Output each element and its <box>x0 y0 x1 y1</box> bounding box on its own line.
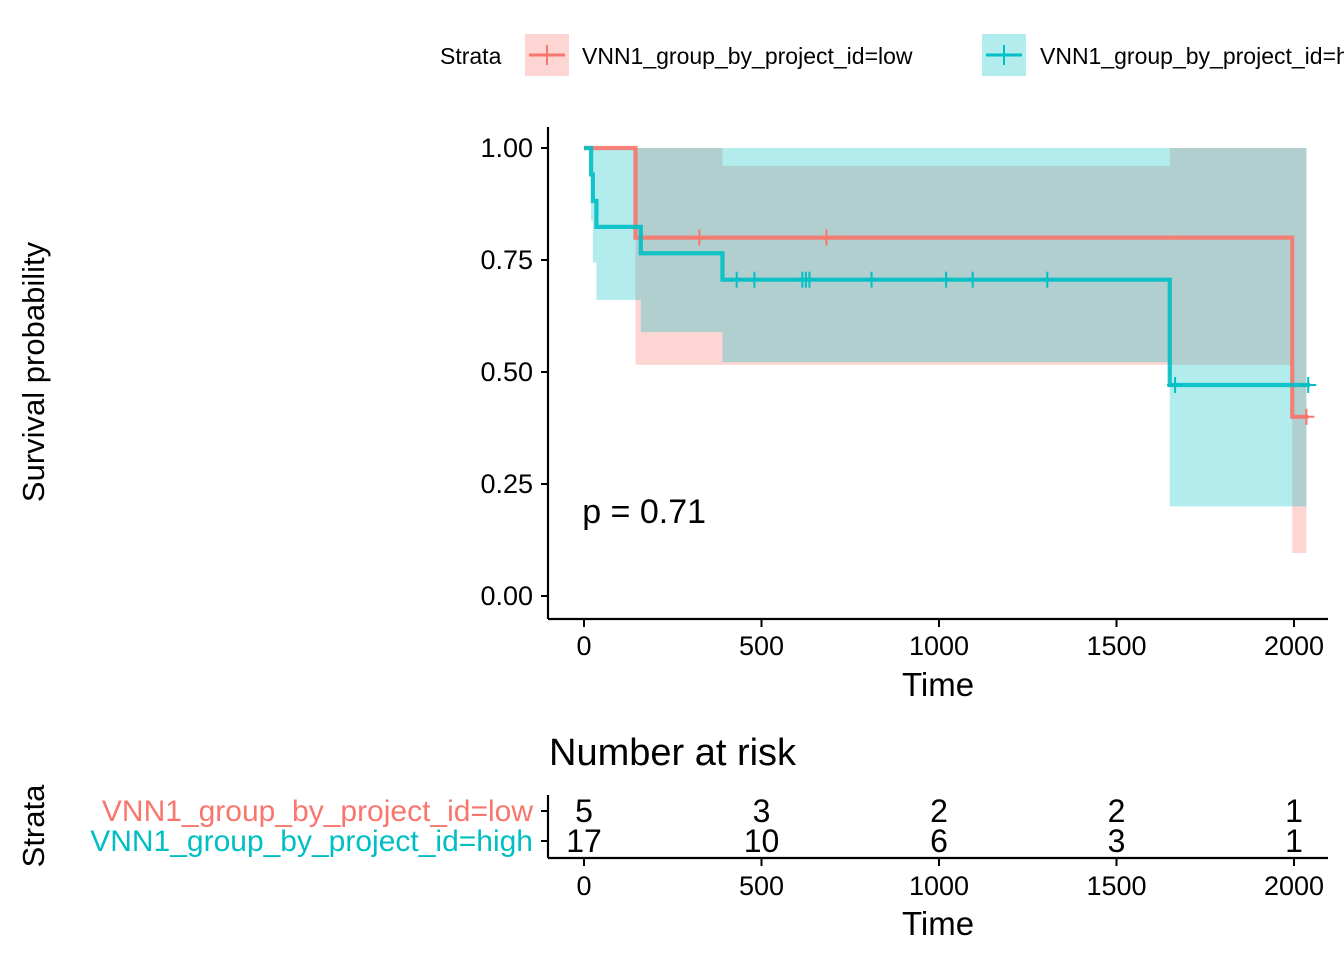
km-y-ticks: 0.00 0.25 0.50 0.75 1.00 <box>480 133 548 611</box>
censor-mark-high <box>1167 376 1184 393</box>
ci-band-low <box>1169 148 1293 365</box>
ci-band-high <box>1169 148 1307 507</box>
survival-curve-low <box>584 145 1309 419</box>
km-y-tick-label: 0.50 <box>480 357 533 387</box>
censor-mark-high <box>801 271 818 288</box>
risk-table: Number at risk Strata VNN1_group_by_proj… <box>16 732 1328 942</box>
km-x-tick-label: 1000 <box>909 631 969 661</box>
risk-x-tick-label: 1000 <box>909 871 969 901</box>
ci-band-low <box>635 148 723 365</box>
ci-band-low <box>722 165 1170 365</box>
risk-cell: 2 <box>930 793 948 829</box>
km-y-tick-label: 0.75 <box>480 245 533 275</box>
risk-table-ylabel: Strata <box>16 784 51 867</box>
legend-label-low: VNN1_group_by_project_id=low <box>582 43 913 69</box>
risk-table-title: Number at risk <box>549 732 797 774</box>
risk-xlabel: Time <box>902 905 974 942</box>
censor-mark-high <box>938 271 955 288</box>
km-y-tick-label: 0.00 <box>480 581 533 611</box>
km-y-tick-label: 1.00 <box>480 133 533 163</box>
legend-label-high: VNN1_group_by_project_id=high <box>1040 43 1344 69</box>
km-x-tick-label: 2000 <box>1264 631 1324 661</box>
risk-table-rows: VNN1_group_by_project_id=low 5 3 2 2 1VNN1_gr… <box>90 793 1303 859</box>
km-x-tick-label: 0 <box>576 631 591 661</box>
survival-curve-high <box>584 145 1310 388</box>
risk-row-label-low: VNN1_group_by_project_id=low <box>102 795 533 828</box>
censor-mark-high <box>1039 271 1056 288</box>
km-plot: Survival probability 0.00 0.25 0.50 0.75 1.0… <box>16 127 1328 703</box>
legend-item-high: VNN1_group_by_project_id=high <box>982 34 1344 76</box>
risk-cell: 1 <box>1285 793 1303 829</box>
km-ylabel: Survival probability <box>16 241 51 502</box>
ci-band-low <box>1292 148 1307 553</box>
km-x-tick-label: 500 <box>739 631 784 661</box>
censor-marks <box>691 229 1317 425</box>
km-x-ticks: 0 500 1000 1500 2000 <box>576 619 1324 661</box>
risk-cell: 5 <box>575 793 593 829</box>
risk-row-label-high: VNN1_group_by_project_id=high <box>90 825 533 858</box>
km-xlabel: Time <box>902 666 974 703</box>
censor-mark-low <box>1298 408 1315 425</box>
risk-x-ticks: 0 500 1000 1500 2000 <box>576 858 1324 901</box>
km-y-tick-label: 0.25 <box>480 469 533 499</box>
censor-mark-high <box>964 271 981 288</box>
risk-cell: 1 <box>1285 823 1303 859</box>
risk-cell: 2 <box>1108 793 1126 829</box>
risk-x-tick-label: 2000 <box>1264 871 1324 901</box>
ci-band-high <box>640 148 723 333</box>
risk-x-tick-label: 500 <box>739 871 784 901</box>
risk-cell: 3 <box>753 793 771 829</box>
ci-band-high <box>722 148 1170 363</box>
risk-cell: 3 <box>1108 823 1126 859</box>
censor-mark-high <box>728 271 745 288</box>
risk-x-tick-label: 0 <box>576 871 591 901</box>
censor-mark-low <box>691 229 708 246</box>
legend-item-low: VNN1_group_by_project_id=low <box>525 34 913 76</box>
risk-x-tick-label: 1500 <box>1086 871 1146 901</box>
legend-title: Strata <box>440 43 502 69</box>
censor-mark-low <box>818 229 835 246</box>
risk-cell: 6 <box>930 823 948 859</box>
censor-mark-high <box>746 271 763 288</box>
censor-mark-high <box>863 271 880 288</box>
censor-mark-high <box>1300 376 1317 393</box>
p-value-annotation: p = 0.71 <box>582 493 706 531</box>
ci-bands <box>591 148 1307 553</box>
risk-cell: 17 <box>566 823 602 859</box>
risk-cell: 10 <box>744 823 780 859</box>
legend: Strata VNN1_group_by_project_id=low VNN1… <box>440 34 1344 76</box>
survival-curves <box>584 145 1310 419</box>
km-x-tick-label: 1500 <box>1086 631 1146 661</box>
